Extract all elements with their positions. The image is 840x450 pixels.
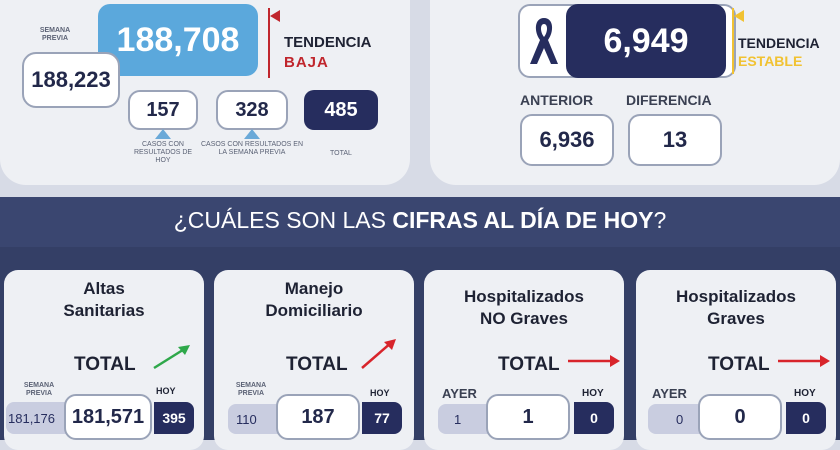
- card-center-value: 181,571: [64, 394, 152, 440]
- stat-week-caption: CASOS CON RESULTADOS EN LA SEMANA PREVIA: [200, 141, 304, 156]
- card-title-line2: Graves: [707, 309, 765, 328]
- arrow-up-red-icon: [361, 339, 396, 369]
- stable-trend-value: ESTABLE: [738, 53, 803, 69]
- stable-trend-label: TENDENCIA: [738, 35, 820, 51]
- banner-highlight: CIFRAS AL DÍA DE HOY: [392, 207, 654, 233]
- diferencia-label: DIFERENCIA: [626, 92, 712, 108]
- banner-prefix: ¿CUÁLES SON LAS: [173, 207, 393, 233]
- card-right-label: HOY: [156, 386, 176, 396]
- triangle-icon: [244, 129, 260, 139]
- card-right-value: 0: [786, 402, 826, 434]
- card-center-value: 187: [276, 394, 360, 440]
- ribbon-icon: [528, 14, 560, 73]
- card-title-line2: NO Graves: [480, 309, 568, 328]
- card-total-label: TOTAL: [498, 354, 560, 375]
- card-title-line1: Altas: [83, 279, 125, 298]
- arrow-up-green-icon: [153, 345, 190, 370]
- deaths-main-value: 6,949: [566, 4, 726, 78]
- card-title-line2: Domiciliario: [265, 301, 363, 320]
- triangle-icon: [155, 129, 171, 139]
- previous-cases-value: 188,223: [22, 52, 120, 108]
- card-left-box: [6, 402, 70, 434]
- card-right-label: HOY: [582, 388, 604, 399]
- main-cases-value: 188,708: [98, 4, 258, 76]
- card-title-line1: Hospitalizados: [464, 287, 584, 306]
- stat-week: 328: [216, 90, 288, 130]
- card-title-line1: Hospitalizados: [676, 287, 796, 306]
- anterior-value: 6,936: [520, 114, 614, 166]
- card-hospitalizados-no-graves: Hospitalizados NO Graves TOTAL AYER HOY …: [424, 270, 624, 450]
- stable-divider: [732, 8, 734, 74]
- card-right-label: HOY: [794, 388, 816, 399]
- card-left-label: SEMANA PREVIA: [23, 382, 55, 397]
- stat-today: 157: [128, 90, 198, 130]
- card-left-value: 0: [676, 412, 684, 427]
- card-center-value: 0: [698, 394, 782, 440]
- anterior-label: ANTERIOR: [520, 92, 594, 108]
- card-center-value: 1: [486, 394, 570, 440]
- card-title-line1: Manejo: [284, 279, 344, 298]
- trend-divider: [268, 8, 270, 78]
- card-left-label: SEMANA PREVIA: [235, 382, 267, 397]
- card-left-value: 181,176: [8, 411, 55, 426]
- arrow-right-red-icon: [568, 355, 620, 367]
- card-left-label: AYER: [652, 386, 687, 401]
- card-right-label: HOY: [370, 388, 390, 398]
- banner: [0, 197, 840, 247]
- banner-title: ¿CUÁLES SON LAS CIFRAS AL DÍA DE HOY?: [0, 207, 840, 234]
- stat-today-caption: CASOS CON RESULTADOS DE HOY: [133, 141, 193, 164]
- card-total-label: TOTAL: [74, 354, 136, 375]
- card-right-value: 0: [574, 402, 614, 434]
- semana-previa-label: SEMANA PREVIA: [39, 27, 71, 42]
- trend-flag-icon: [270, 10, 280, 22]
- card-right-value: 395: [154, 402, 194, 434]
- stat-total: 485: [304, 90, 378, 130]
- card-altas-sanitarias: Altas Sanitarias TOTAL SEMANA PREVIA HOY…: [4, 270, 204, 450]
- card-left-value: 110: [236, 412, 257, 427]
- stat-total-caption: TOTAL: [330, 150, 352, 157]
- card-title-line2: Sanitarias: [63, 301, 145, 320]
- card-total-label: TOTAL: [708, 354, 770, 375]
- stable-flag-icon: [734, 10, 744, 22]
- card-right-value: 77: [362, 402, 402, 434]
- arrow-right-red-icon: [778, 355, 830, 367]
- diferencia-value: 13: [628, 114, 722, 166]
- trend-label: TENDENCIA: [284, 34, 372, 51]
- banner-suffix: ?: [653, 207, 667, 233]
- card-manejo-domiciliario: Manejo Domiciliario TOTAL SEMANA PREVIA …: [214, 270, 414, 450]
- card-left-value: 1: [454, 412, 462, 427]
- card-left-label: AYER: [442, 386, 477, 401]
- card-total-label: TOTAL: [286, 354, 348, 375]
- card-hospitalizados-graves: Hospitalizados Graves TOTAL AYER HOY 0 0…: [636, 270, 836, 450]
- trend-value: BAJA: [284, 54, 329, 71]
